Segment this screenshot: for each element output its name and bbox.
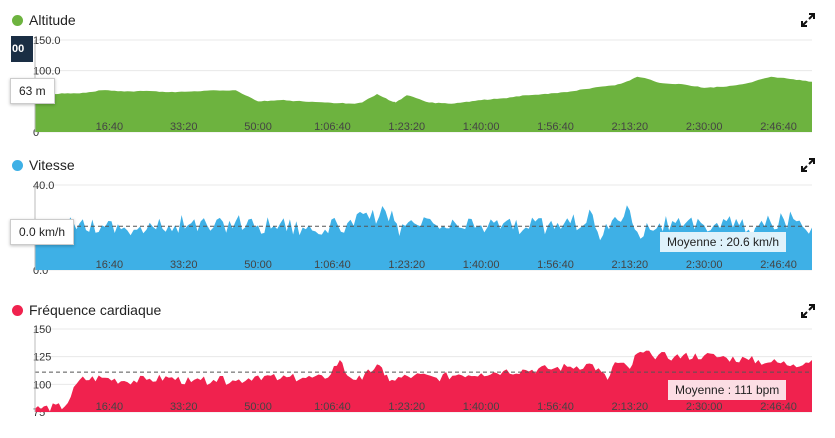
x-tick-label: 2:46:40 (760, 121, 797, 133)
x-tick-label: 33:20 (170, 259, 198, 271)
x-tick-label: 16:40 (96, 401, 124, 413)
x-tick-label: 1:56:40 (537, 401, 574, 413)
x-tick-label: 2:30:00 (686, 121, 723, 133)
altitude-panel: Altitude 0 100.0 150.0 16:40 33:20 50:00 1:06:… (0, 0, 835, 140)
altitude-title-text: Altitude (29, 12, 76, 28)
x-tick-label: 33:20 (170, 121, 198, 133)
x-tick-label: 1:06:40 (314, 401, 351, 413)
y-tick-label: 150 (33, 324, 51, 336)
hr-legend-dot (12, 304, 23, 316)
x-tick-label: 1:23:20 (388, 401, 425, 413)
hr-average-label: Moyenne : 111 bpm (668, 380, 787, 400)
x-tick-label: 1:23:20 (388, 121, 425, 133)
hr-title: Fréquence cardiaque (12, 302, 161, 318)
expand-icon[interactable] (801, 304, 815, 318)
speed-panel: Vitesse 0.0 40.0 16:40 33:20 50:00 1:06:40 1:2… (0, 145, 835, 285)
x-tick-label: 1:06:40 (314, 259, 351, 271)
y-tick-label: 40.0 (33, 180, 54, 192)
x-tick-label: 50:00 (244, 121, 272, 133)
x-tick-label: 2:30:00 (686, 401, 723, 413)
hr-panel: Fréquence cardiaque 75 100 125 150 16:40 33:2… (0, 292, 835, 438)
x-tick-label: 2:13:20 (611, 259, 648, 271)
x-tick-label: 1:06:40 (314, 121, 351, 133)
x-tick-label: 50:00 (244, 259, 272, 271)
hr-series-area (35, 350, 812, 412)
x-tick-label: 1:23:20 (388, 259, 425, 271)
x-tick-label: 1:40:00 (463, 401, 500, 413)
expand-icon[interactable] (801, 158, 815, 172)
speed-tooltip: 0.0 km/h (10, 219, 75, 245)
y-tick-label: 100.0 (33, 66, 61, 78)
x-tick-label: 2:30:00 (686, 259, 723, 271)
hr-title-text: Fréquence cardiaque (29, 302, 162, 318)
speed-title-text: Vitesse (29, 157, 75, 173)
altitude-tooltip: 63 m (10, 78, 55, 104)
x-tick-label: 50:00 (244, 401, 272, 413)
speed-series-area (35, 205, 812, 270)
x-tick-label: 1:40:00 (463, 259, 500, 271)
altitude-series-area (35, 76, 812, 132)
y-tick-label: 125 (33, 352, 51, 364)
altitude-title: Altitude (12, 12, 76, 28)
x-tick-label: 16:40 (96, 259, 124, 271)
x-tick-label: 16:40 (96, 121, 124, 133)
speed-average-label: Moyenne : 20.6 km/h (660, 232, 787, 252)
speed-chart[interactable]: 0.040.016:40 33:20 50:00 1:06:40 1:23:20 1:40… (0, 145, 835, 285)
x-tick-label: 2:46:40 (760, 259, 797, 271)
speed-legend-dot (12, 159, 23, 171)
x-tick-label: 33:20 (170, 401, 198, 413)
y-tick-label: 150.0 (33, 35, 61, 47)
x-tick-label: 2:46:40 (760, 401, 797, 413)
y-tick-label: 100 (33, 379, 51, 391)
altitude-chart[interactable]: 0 100.0 150.0 16:40 33:20 50:00 1:06:40 1:23:20… (0, 0, 835, 140)
x-tick-label: 1:56:40 (537, 259, 574, 271)
x-tick-label: 2:13:20 (611, 401, 648, 413)
x-tick-label: 2:13:20 (611, 121, 648, 133)
x-tick-label: 1:56:40 (537, 121, 574, 133)
altitude-legend-dot (12, 14, 23, 26)
x-tick-label: 1:40:00 (463, 121, 500, 133)
y-tick-label: 0 (33, 127, 39, 139)
chart-cursor-label: 00 (11, 36, 33, 62)
speed-title: Vitesse (12, 157, 75, 173)
expand-icon[interactable] (801, 13, 815, 27)
